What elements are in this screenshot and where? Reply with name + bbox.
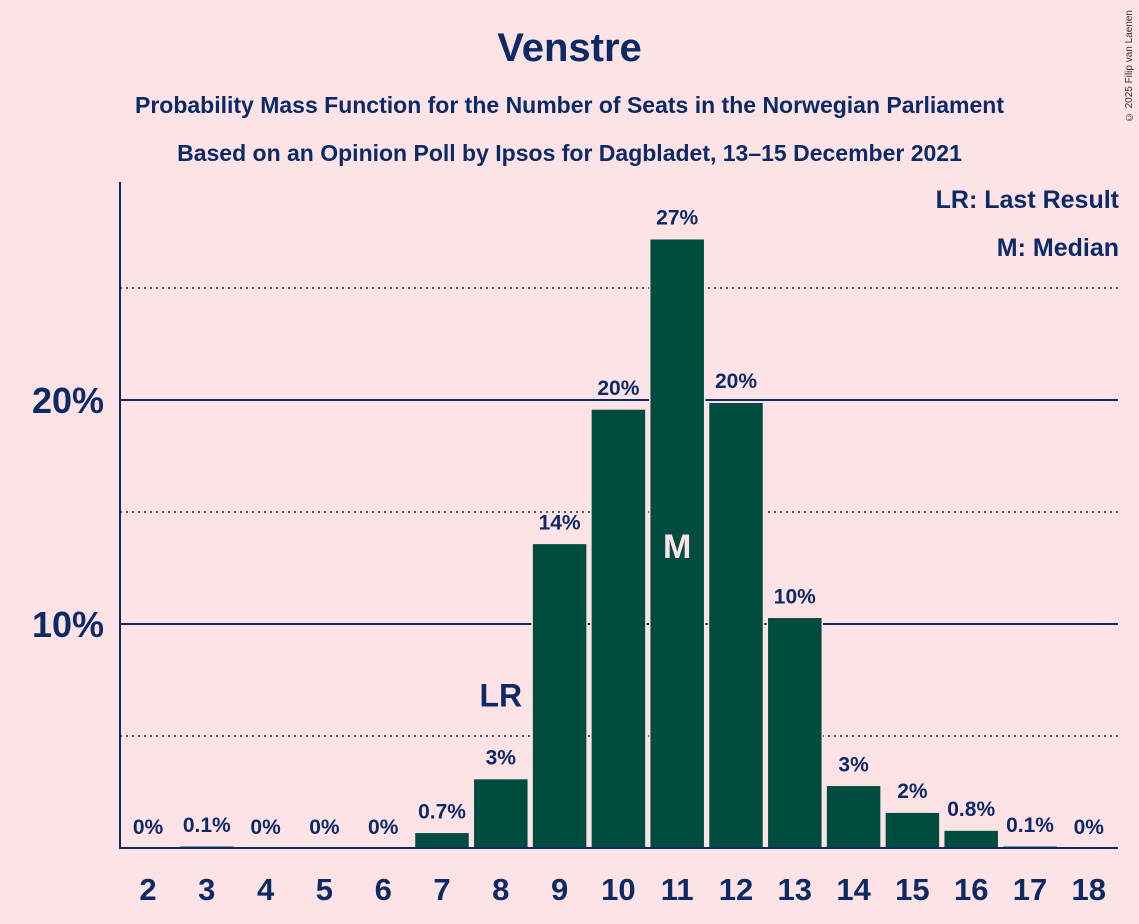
bar-seats-9 [531, 542, 588, 849]
bar-value-label: 0% [368, 816, 399, 839]
median-marker: M [663, 528, 691, 566]
bar-value-label: 20% [597, 377, 639, 400]
bar-value-label: 20% [715, 370, 757, 393]
bar-seats-10 [590, 408, 647, 849]
x-tick-label: 13 [778, 872, 812, 907]
bar-seats-14 [825, 784, 882, 849]
bar-seats-16 [942, 829, 1000, 849]
chart-subtitle-source: Based on an Opinion Poll by Ipsos for Da… [177, 140, 962, 166]
bar-seats-11 [648, 237, 706, 849]
x-tick-label: 10 [601, 872, 635, 907]
chart-subtitle: Probability Mass Function for the Number… [134, 92, 1005, 118]
bar-value-label: 0.8% [947, 798, 995, 821]
bar-value-label: 27% [656, 207, 698, 230]
bar-value-label: 0.1% [1006, 814, 1054, 837]
x-tick-label: 16 [954, 872, 988, 907]
bar-value-label: 0.7% [418, 800, 466, 823]
x-tick-label: 8 [492, 872, 509, 907]
bar-value-label: 0% [309, 816, 340, 839]
x-tick-label: 18 [1072, 872, 1106, 907]
bar-value-label: 2% [897, 780, 928, 803]
chart-title: Venstre [497, 26, 642, 70]
x-tick-label: 12 [719, 872, 753, 907]
y-tick-label: 10% [32, 604, 104, 645]
x-tick-label: 4 [257, 872, 275, 907]
bar-seats-8 [472, 777, 530, 849]
bar-seats-13 [766, 616, 824, 849]
x-tick-label: 6 [375, 872, 392, 907]
bar-value-label: 0% [250, 816, 281, 839]
bar-value-label: 0% [133, 816, 164, 839]
x-tick-label: 5 [316, 872, 333, 907]
x-tick-label: 3 [198, 872, 215, 907]
bar-seats-7 [413, 831, 471, 849]
bar-seats-15 [884, 811, 941, 849]
x-tick-label: 17 [1013, 872, 1047, 907]
bar-value-label: 10% [774, 585, 816, 608]
x-tick-label: 7 [433, 872, 450, 907]
x-tick-label: 14 [836, 872, 871, 907]
y-tick-label: 20% [32, 380, 104, 421]
x-tick-label: 2 [139, 872, 156, 907]
bar-value-label: 0% [1074, 816, 1105, 839]
x-tick-label: 11 [661, 872, 694, 907]
x-tick-label: 9 [551, 872, 568, 907]
bar-seats-12 [707, 401, 765, 849]
bar-value-label: 0.1% [183, 814, 231, 837]
bar-value-label: 3% [486, 747, 517, 770]
bar-value-label: 14% [539, 511, 581, 534]
bar-value-label: 3% [838, 753, 869, 776]
last-result-marker: LR [479, 678, 522, 714]
x-tick-label: 15 [895, 872, 929, 907]
legend-last-result: LR: Last Result [935, 186, 1119, 214]
legend-median: M: Median [996, 234, 1119, 262]
